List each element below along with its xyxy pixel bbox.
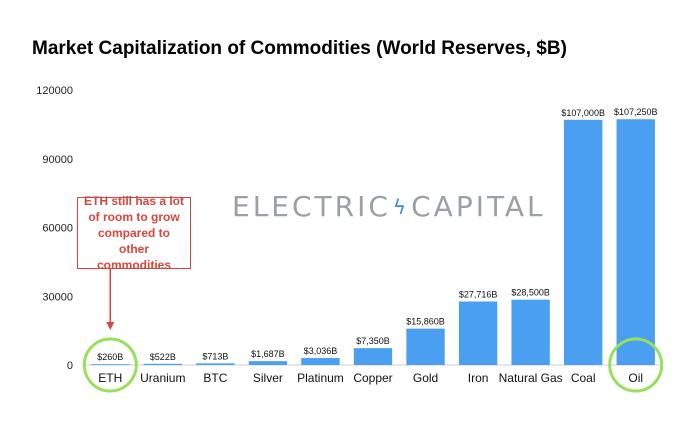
bar [564, 119, 603, 366]
y-tick-label: 30000 [42, 291, 73, 303]
x-tick-label: ETH [98, 371, 122, 385]
y-tick-label: 0 [67, 360, 73, 372]
bar [458, 301, 498, 365]
data-label: $27,716B [459, 289, 498, 299]
data-label: $522B [150, 352, 176, 362]
arrow-head [106, 322, 115, 330]
data-label: $107,000B [561, 108, 605, 118]
bar [248, 361, 288, 365]
x-tick-label: Oil [628, 371, 643, 385]
bar [616, 119, 655, 365]
bar [196, 363, 235, 365]
y-tick-label: 60000 [42, 223, 73, 235]
x-tick-label: Copper [353, 371, 392, 385]
x-tick-label: Uranium [140, 371, 185, 385]
annotation-box: ETH still has a lot of room to grow comp… [77, 194, 191, 272]
x-tick-label: Gold [413, 371, 438, 385]
highlight-circles [82, 337, 664, 393]
bars: $260B ETH $522B Uranium $713B BTC $1,687B Silve… [91, 107, 658, 385]
data-label: $1,687B [251, 349, 285, 359]
x-tick-label: Iron [468, 371, 489, 385]
data-label: $28,500B [511, 288, 550, 298]
bar [511, 299, 550, 365]
data-label: $7,350B [356, 336, 390, 346]
y-tick-label: 120000 [36, 85, 73, 97]
x-tick-label: Silver [253, 371, 283, 385]
annotation-arrow [106, 269, 115, 330]
bar [91, 364, 130, 365]
bar [301, 358, 340, 365]
bar [143, 363, 182, 365]
lightning-bolt-icon: ϟ [392, 194, 410, 219]
data-label: $3,036B [304, 346, 338, 356]
bar [406, 328, 445, 365]
highlight-circle [82, 337, 138, 393]
bar [353, 348, 393, 365]
x-tick-label: Coal [571, 371, 596, 385]
x-tick-label: BTC [203, 371, 227, 385]
x-tick-label: Natural Gas [499, 371, 563, 385]
y-tick-label: 90000 [42, 154, 73, 166]
watermark-right: CAPITAL [411, 190, 546, 223]
watermark-logo: ELECTRIC ϟ CAPITAL [232, 190, 546, 223]
data-label: $260B [97, 352, 123, 362]
watermark-left: ELECTRIC [232, 190, 391, 223]
x-tick-label: Platinum [297, 371, 344, 385]
chart-title: Market Capitalization of Commodities (Wo… [32, 38, 567, 59]
data-label: $107,250B [614, 107, 658, 117]
data-label: $15,860B [406, 317, 445, 327]
highlight-circle [608, 337, 664, 393]
data-label: $713B [202, 351, 228, 361]
